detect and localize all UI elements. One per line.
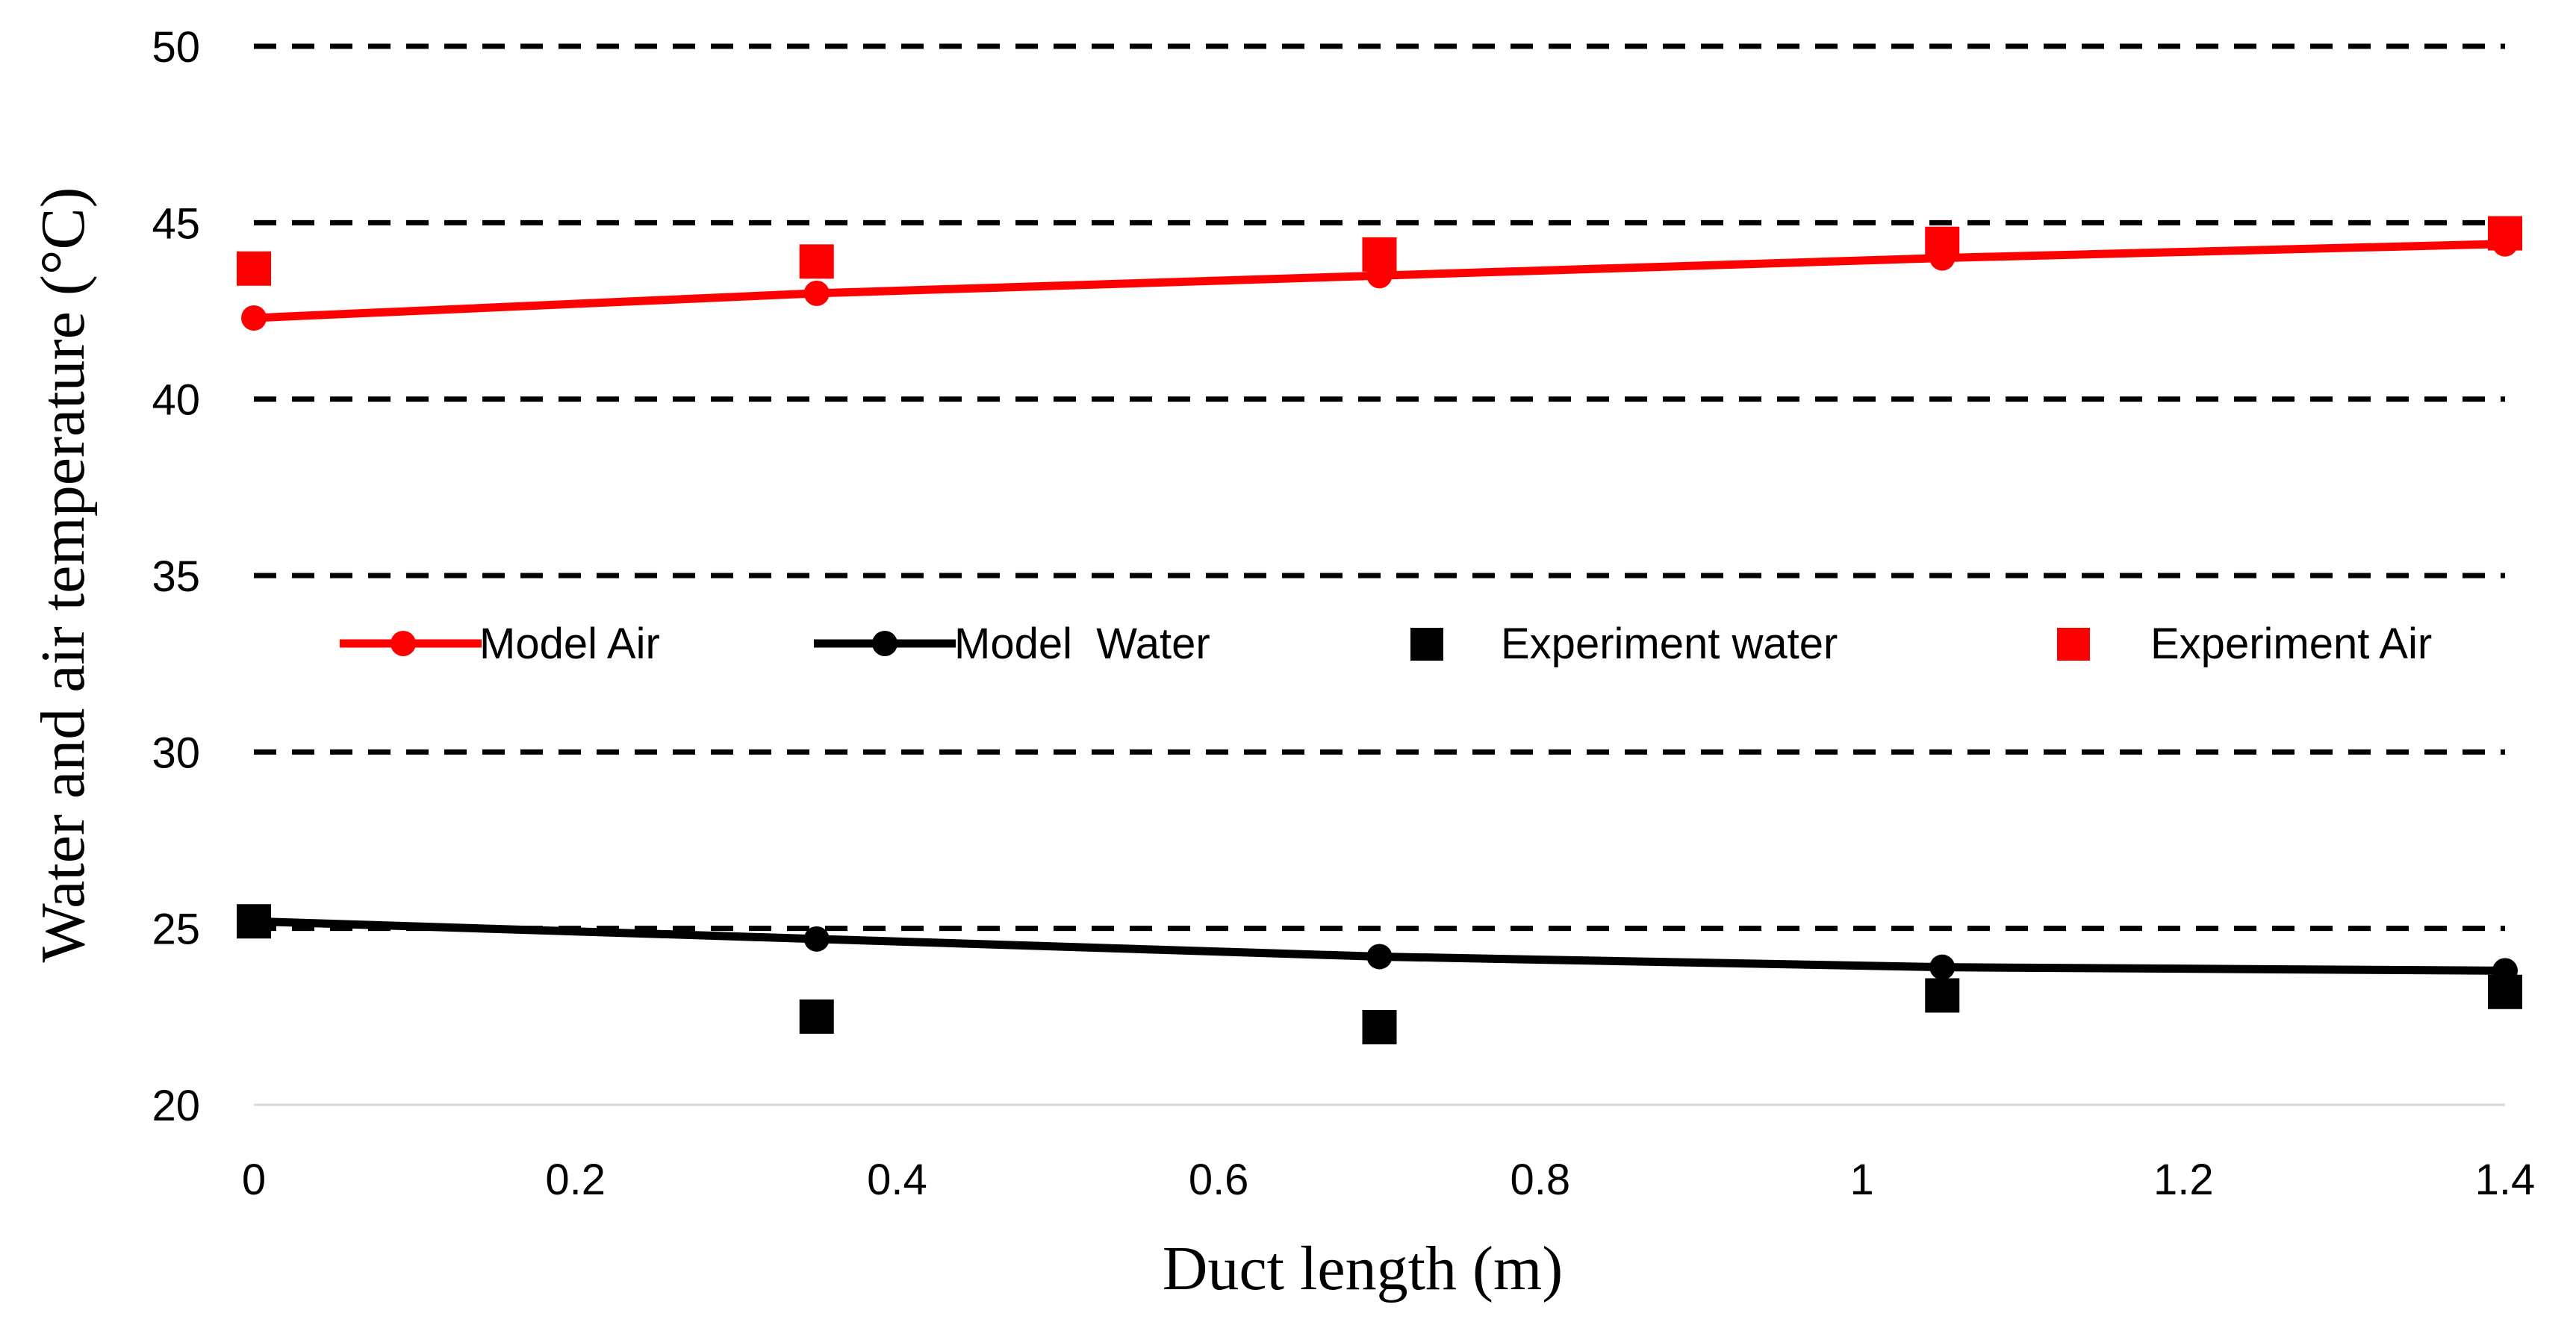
y-tick-labels: 20 25 30 35 40 45 50 (152, 23, 200, 1130)
legend-label-model-water: Model Water (954, 620, 1210, 668)
point-experiment-water (237, 904, 271, 939)
legend-swatch-model-air-marker (391, 631, 416, 656)
series-layer (237, 216, 2522, 1045)
x-tick-label: 0.2 (545, 1156, 606, 1204)
point-model-air (241, 305, 267, 331)
legend-swatch-experiment-water (1410, 628, 1443, 661)
x-tick-label: 0 (242, 1156, 266, 1204)
point-experiment-air (799, 244, 834, 279)
point-experiment-water (2488, 974, 2522, 1009)
point-model-water (1929, 954, 1956, 980)
y-tick-label: 50 (152, 23, 200, 72)
legend-swatch-model-water-marker (872, 631, 897, 656)
x-tick-label: 1 (1849, 1156, 1873, 1204)
point-experiment-water (1925, 978, 1960, 1013)
y-tick-label: 35 (152, 552, 200, 601)
point-model-water (803, 926, 830, 952)
point-experiment-air (237, 251, 271, 286)
point-model-water (1366, 944, 1393, 970)
x-axis-title: Duct length (m) (1163, 1234, 1564, 1303)
legend-item-experiment-water: Experiment water (1410, 620, 1838, 668)
legend-item-model-water: Model Water (814, 620, 1210, 668)
legend-item-experiment-air: Experiment Air (2057, 620, 2432, 668)
gridlines (254, 43, 2505, 1106)
x-tick-labels: 0 0.2 0.4 0.6 0.8 1 1.2 1.4 (242, 1156, 2535, 1204)
x-tick-label: 1.4 (2475, 1156, 2536, 1204)
point-experiment-air (1362, 237, 1397, 272)
legend-item-model-air: Model Air (340, 620, 660, 668)
y-axis-title: Water and air temperature (°C) (28, 187, 98, 963)
point-experiment-water (799, 999, 834, 1034)
legend-label-experiment-air: Experiment Air (2150, 620, 2432, 668)
y-tick-label: 40 (152, 376, 200, 425)
y-tick-label: 20 (152, 1082, 200, 1130)
legend-label-model-air: Model Air (479, 620, 660, 668)
x-tick-label: 0.6 (1189, 1156, 1249, 1204)
x-tick-label: 0.8 (1511, 1156, 1571, 1204)
y-tick-label: 30 (152, 729, 200, 777)
point-experiment-water (1362, 1010, 1397, 1045)
point-experiment-air (2488, 216, 2522, 251)
legend-label-experiment-water: Experiment water (1501, 620, 1838, 668)
point-experiment-air (1925, 226, 1960, 261)
legend: Model Air Model Water Experiment water E… (340, 620, 2432, 668)
y-tick-label: 45 (152, 199, 200, 248)
x-tick-label: 0.4 (867, 1156, 927, 1204)
y-tick-label: 25 (152, 905, 200, 954)
x-tick-label: 1.2 (2153, 1156, 2214, 1204)
point-model-air (803, 280, 830, 306)
legend-swatch-experiment-air (2057, 628, 2090, 661)
